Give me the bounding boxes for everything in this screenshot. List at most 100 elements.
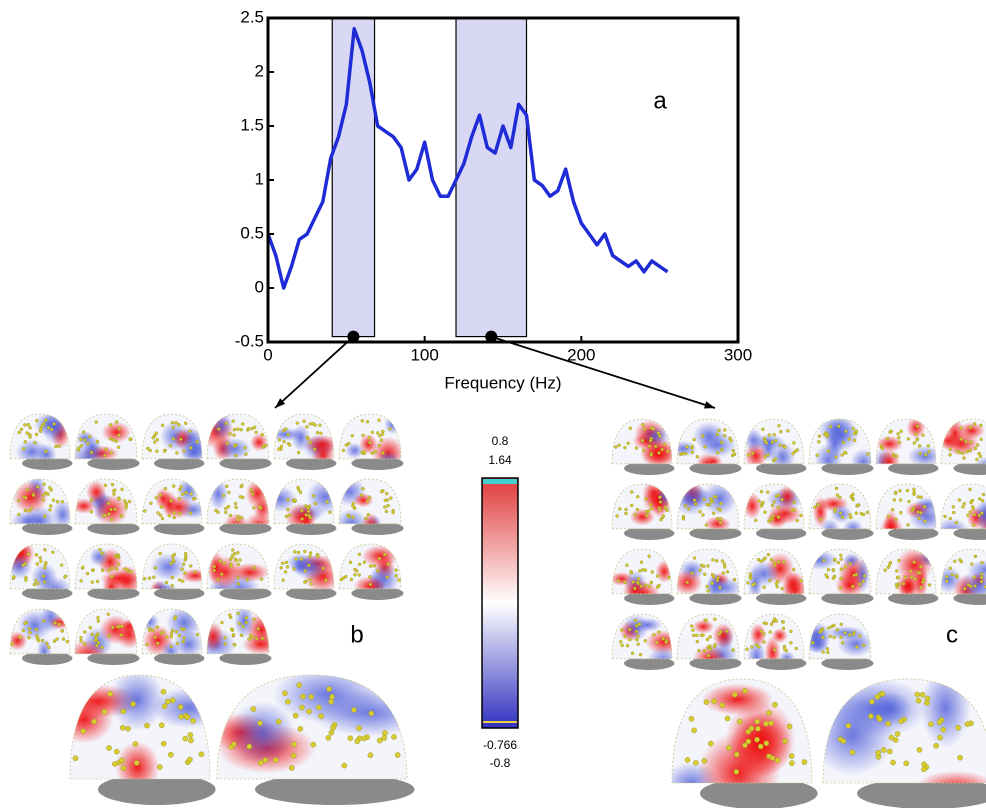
electrode: [95, 638, 98, 641]
electrode: [844, 631, 847, 634]
electrode: [850, 750, 855, 755]
electrode: [715, 559, 718, 562]
electrode: [700, 634, 703, 637]
electrode: [969, 488, 972, 491]
electrode: [286, 508, 289, 511]
electrode: [906, 489, 909, 492]
electrode: [644, 498, 647, 501]
electrode: [716, 517, 719, 520]
electrode: [104, 448, 107, 451]
electrode: [972, 524, 975, 527]
electrode: [969, 449, 972, 452]
electrode: [763, 511, 766, 514]
electrode: [82, 431, 85, 434]
electrode: [764, 455, 767, 458]
electrode: [886, 721, 891, 726]
electrode: [383, 506, 386, 509]
head-blob: [843, 553, 861, 567]
electrode: [772, 515, 775, 518]
electrode: [366, 500, 369, 503]
electrode: [758, 744, 763, 749]
electrode: [703, 445, 706, 448]
electrode: [329, 730, 334, 735]
electrode: [240, 634, 243, 637]
electrode: [825, 573, 828, 576]
head-map: [208, 666, 428, 805]
electrode: [26, 432, 29, 435]
electrode: [643, 427, 646, 430]
electrode: [96, 616, 99, 619]
electrode: [293, 550, 296, 553]
electrode: [251, 706, 256, 711]
electrode: [248, 638, 251, 641]
electrode: [133, 741, 138, 746]
electrode: [358, 553, 361, 556]
electrode: [694, 502, 697, 505]
electrode: [236, 576, 239, 579]
electrode: [236, 551, 239, 554]
electrode: [773, 564, 776, 567]
electrode: [644, 639, 647, 642]
electrode: [766, 453, 769, 456]
electrode: [112, 489, 115, 492]
electrode: [962, 452, 965, 455]
head-blob: [772, 628, 788, 643]
electrode: [963, 457, 966, 460]
electrode: [709, 498, 712, 501]
electrode: [732, 649, 735, 652]
electrode: [297, 488, 300, 491]
electrode: [39, 560, 42, 563]
electrode: [768, 434, 771, 437]
electrode: [829, 635, 832, 638]
electrode: [284, 427, 287, 430]
colorbar: [482, 478, 518, 728]
electrode: [635, 630, 638, 633]
electrode: [90, 499, 93, 502]
electrode: [125, 726, 130, 731]
electrode: [697, 649, 700, 652]
electrode: [348, 736, 353, 741]
electrode: [111, 626, 114, 629]
electrode: [37, 639, 40, 642]
electrode: [240, 516, 243, 519]
electrode: [213, 565, 216, 568]
electrode: [80, 444, 83, 447]
electrode: [887, 749, 892, 754]
electrode: [920, 586, 923, 589]
electrode: [963, 502, 966, 505]
electrode: [975, 458, 978, 461]
electrode: [955, 574, 958, 577]
electrode: [713, 618, 716, 621]
electrode: [666, 509, 669, 512]
electrode: [351, 707, 356, 712]
electrode: [973, 422, 976, 425]
electrode: [95, 644, 98, 647]
electrode: [924, 453, 927, 456]
electrode: [224, 511, 227, 514]
electrode: [154, 636, 157, 639]
electrode: [963, 587, 966, 590]
electrode: [614, 446, 617, 449]
electrode: [316, 555, 319, 558]
electrode: [766, 710, 771, 715]
electrode: [839, 554, 842, 557]
electrode: [389, 427, 392, 430]
electrode: [115, 567, 118, 570]
electrode: [703, 573, 706, 576]
electrode: [20, 428, 23, 431]
electrode: [47, 493, 50, 496]
electrode: [895, 731, 900, 736]
head-blob: [802, 550, 837, 570]
electrode: [976, 444, 979, 447]
electrode: [895, 518, 898, 521]
electrode: [897, 559, 900, 562]
electrode: [125, 503, 128, 506]
electrode: [641, 568, 644, 571]
electrode: [188, 738, 193, 743]
electrode: [655, 641, 658, 644]
electrode: [949, 517, 952, 520]
electrode: [91, 581, 94, 584]
electrode: [786, 429, 789, 432]
electrode: [693, 438, 696, 441]
electrode: [232, 633, 235, 636]
